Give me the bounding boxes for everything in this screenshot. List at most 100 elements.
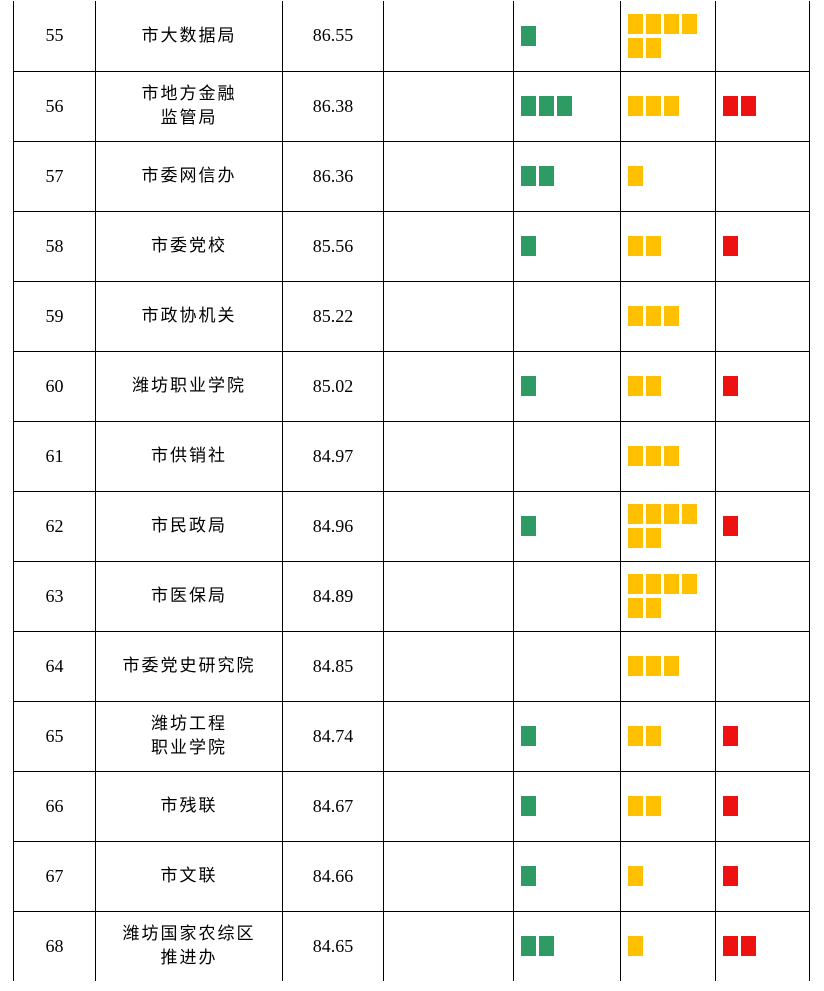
yellow-marks — [628, 376, 712, 396]
empty-cell — [383, 140, 514, 212]
unit-name: 市文联 — [95, 840, 283, 912]
red-mark — [723, 936, 738, 957]
score-value: 86.38 — [282, 70, 384, 142]
rank-number: 64 — [13, 630, 96, 702]
table-row: 59 市政协机关 85.22 — [13, 280, 810, 352]
empty-cell — [383, 630, 514, 702]
yellow-mark — [682, 504, 697, 524]
green-marks — [521, 866, 605, 886]
table-row: 66 市残联 84.67 — [13, 770, 810, 842]
unit-name: 潍坊工程 职业学院 — [95, 700, 283, 772]
red-marks-cell — [715, 770, 810, 842]
unit-name-line: 市残联 — [160, 796, 218, 816]
red-mark — [723, 796, 738, 816]
yellow-mark — [646, 306, 661, 326]
red-marks — [723, 236, 807, 256]
unit-name-line: 市地方金融 — [141, 84, 237, 104]
green-marks-cell — [513, 70, 621, 142]
green-marks — [521, 936, 605, 957]
unit-name: 市委网信办 — [95, 140, 283, 212]
yellow-mark — [646, 236, 661, 256]
green-marks-cell — [513, 280, 621, 352]
yellow-marks-cell — [620, 140, 716, 212]
green-mark — [521, 166, 536, 186]
green-mark — [521, 726, 536, 746]
rank-number: 63 — [13, 560, 96, 632]
unit-name-line: 市大数据局 — [141, 25, 237, 46]
yellow-marks — [628, 306, 712, 326]
yellow-mark — [646, 598, 661, 618]
green-marks — [521, 726, 605, 746]
yellow-mark — [646, 574, 661, 594]
yellow-marks-cell — [620, 840, 716, 912]
score-value: 84.74 — [282, 700, 384, 772]
yellow-marks — [628, 936, 712, 957]
green-marks — [521, 25, 605, 46]
unit-name-line: 推进办 — [160, 948, 218, 969]
rank-number: 61 — [13, 420, 96, 492]
red-marks-cell — [715, 280, 810, 352]
yellow-mark — [646, 796, 661, 816]
table-row: 61 市供销社 84.97 — [13, 420, 810, 492]
red-marks-cell — [715, 140, 810, 212]
yellow-marks — [628, 96, 712, 116]
yellow-mark — [646, 13, 661, 34]
red-marks-cell — [715, 70, 810, 142]
yellow-marks-cell — [620, 700, 716, 772]
rank-number: 68 — [13, 910, 96, 981]
yellow-mark — [664, 656, 679, 676]
yellow-mark — [646, 726, 661, 746]
unit-name-line: 监管局 — [160, 108, 218, 128]
red-marks-cell — [715, 1, 810, 72]
table-row: 63 市医保局 84.89 — [13, 560, 810, 632]
unit-name-line: 市民政局 — [151, 516, 227, 536]
yellow-mark — [664, 96, 679, 116]
table-row: 67 市文联 84.66 — [13, 840, 810, 912]
score-value: 86.36 — [282, 140, 384, 212]
empty-cell — [383, 1, 514, 72]
green-marks-cell — [513, 490, 621, 562]
score-value: 85.22 — [282, 280, 384, 352]
yellow-mark — [646, 656, 661, 676]
rank-number: 60 — [13, 350, 96, 422]
green-mark — [521, 866, 536, 886]
table-row: 55 市大数据局 86.55 — [13, 1, 810, 72]
empty-cell — [383, 70, 514, 142]
green-mark — [521, 96, 536, 116]
unit-name-line: 市文联 — [160, 866, 218, 886]
unit-name-line: 市医保局 — [151, 586, 227, 606]
unit-name: 市委党史研究院 — [95, 630, 283, 702]
unit-name: 市大数据局 — [95, 1, 283, 72]
unit-name: 市医保局 — [95, 560, 283, 632]
red-mark — [723, 96, 738, 116]
score-value: 84.89 — [282, 560, 384, 632]
yellow-mark — [628, 528, 643, 548]
red-marks-cell — [715, 910, 810, 981]
red-marks-cell — [715, 210, 810, 282]
red-mark — [723, 866, 738, 886]
yellow-marks-cell — [620, 910, 716, 981]
unit-name: 市委党校 — [95, 210, 283, 282]
yellow-mark — [628, 866, 643, 886]
unit-name: 市民政局 — [95, 490, 283, 562]
yellow-marks — [628, 796, 712, 816]
unit-name: 市政协机关 — [95, 280, 283, 352]
red-marks-cell — [715, 700, 810, 772]
green-mark — [521, 376, 536, 396]
yellow-mark — [664, 574, 679, 594]
yellow-mark — [664, 306, 679, 326]
yellow-mark — [628, 37, 643, 58]
yellow-mark — [646, 446, 661, 466]
empty-cell — [383, 770, 514, 842]
yellow-mark — [628, 504, 643, 524]
table-row: 58 市委党校 85.56 — [13, 210, 810, 282]
unit-name: 潍坊职业学院 — [95, 350, 283, 422]
green-mark — [539, 936, 554, 957]
yellow-mark — [682, 13, 697, 34]
green-marks — [521, 796, 605, 816]
yellow-mark — [628, 166, 643, 186]
yellow-marks — [628, 13, 712, 58]
red-mark — [723, 726, 738, 746]
yellow-mark — [664, 13, 679, 34]
green-mark — [539, 166, 554, 186]
